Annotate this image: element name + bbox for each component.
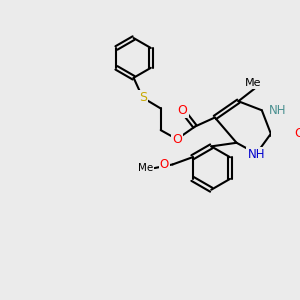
Text: O: O	[177, 104, 187, 117]
Text: O: O	[294, 127, 300, 140]
Text: O: O	[160, 158, 169, 171]
Text: NH: NH	[269, 104, 286, 117]
Text: Me: Me	[137, 163, 153, 173]
Text: NH: NH	[248, 148, 265, 161]
Text: S: S	[139, 91, 147, 104]
Text: Me: Me	[244, 78, 261, 88]
Text: O: O	[172, 133, 182, 146]
